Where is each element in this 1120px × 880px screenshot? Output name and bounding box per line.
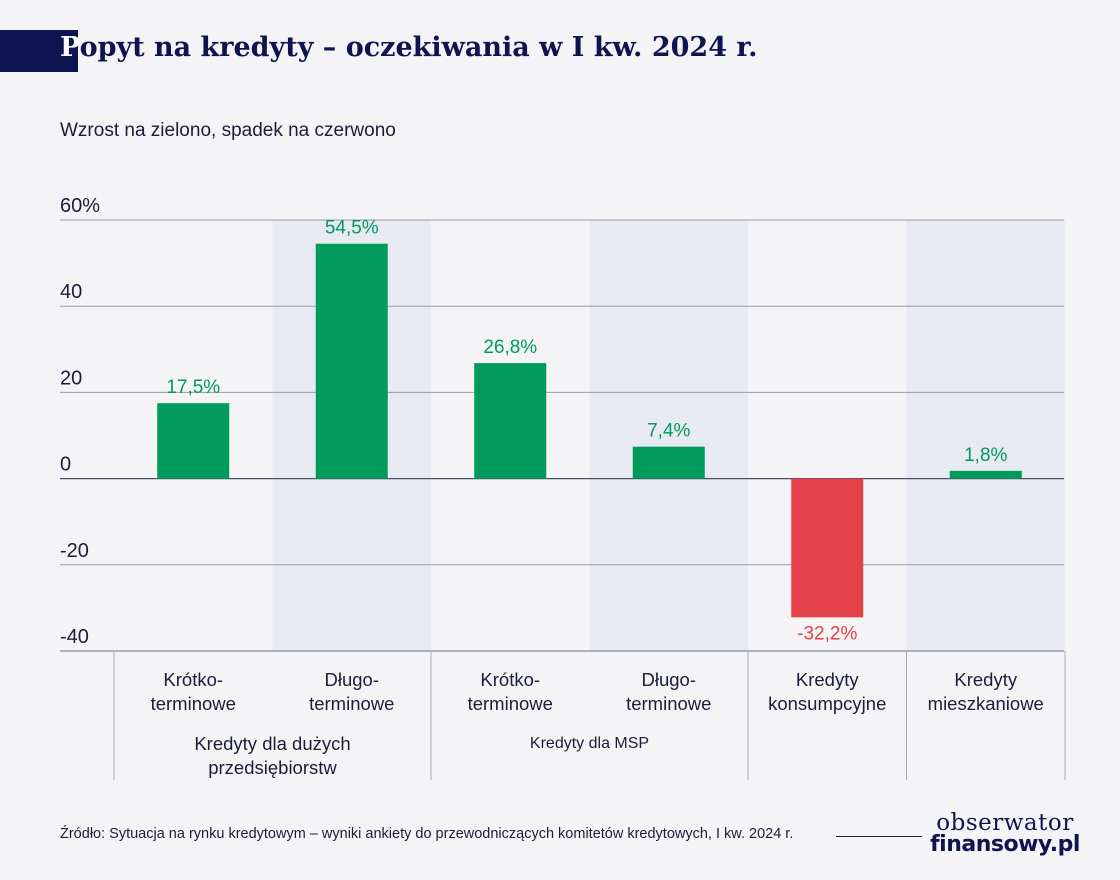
column-shade xyxy=(589,220,748,651)
y-tick-label: -20 xyxy=(60,540,89,562)
x-tick-label: konsumpcyjne xyxy=(768,693,886,714)
group-label: Kredyty dla MSP xyxy=(530,735,649,752)
data-label: 54,5% xyxy=(325,218,379,239)
bar xyxy=(949,470,1022,479)
group-label: Kredyty dla dużych xyxy=(194,733,350,754)
bar xyxy=(791,478,864,618)
data-label: 17,5% xyxy=(166,377,220,398)
y-tick-label: -40 xyxy=(60,626,89,648)
logo-line2: finansowy.pl xyxy=(930,832,1080,857)
bar xyxy=(474,363,547,479)
bar-chart: 60% 40 20 0 -20 -40 17,5% 54,5% 26,8% 7,4% -32,2%… xyxy=(60,195,1066,780)
x-tick-label: Krótko- xyxy=(163,669,223,690)
data-label: 7,4% xyxy=(647,421,690,442)
x-tick-label: Kredyty xyxy=(954,669,1017,690)
x-tick-label: Krótko- xyxy=(480,669,540,690)
group-label: przedsiębiorstw xyxy=(208,757,337,778)
x-tick-label: terminowe xyxy=(468,693,553,714)
x-tick-label: Długo- xyxy=(325,669,380,690)
x-tick-label: mieszkaniowe xyxy=(928,693,1044,714)
bar xyxy=(157,403,230,479)
y-tick-label: 60% xyxy=(60,195,100,217)
x-tick-label: Kredyty xyxy=(796,669,859,690)
source-divider xyxy=(836,836,922,837)
title-accent-bar xyxy=(0,30,78,72)
bar xyxy=(632,446,705,479)
y-tick-label: 20 xyxy=(60,367,82,389)
chart-subtitle: Wzrost na zielono, spadek na czerwono xyxy=(60,120,396,141)
x-tick-label: terminowe xyxy=(309,693,394,714)
data-label: -32,2% xyxy=(797,623,857,644)
logo-line1: obserwator xyxy=(936,810,1074,836)
data-label: 26,8% xyxy=(483,337,537,358)
title-text: opyt na kredyty – oczekiwania w I kw. 20… xyxy=(79,32,758,63)
x-tick-label: Długo- xyxy=(642,669,697,690)
data-label: 1,8% xyxy=(964,445,1007,466)
source-note: Źródło: Sytuacja na rynku kredytowym – w… xyxy=(60,826,794,842)
x-tick-label: terminowe xyxy=(151,693,236,714)
x-tick-label: terminowe xyxy=(626,693,711,714)
column-shade xyxy=(906,220,1065,651)
brand-logo: obserwator finansowy.pl xyxy=(930,812,1080,856)
page-title: Popyt na kredyty – oczekiwania w I kw. 2… xyxy=(60,32,758,63)
y-tick-label: 0 xyxy=(60,454,71,476)
bar xyxy=(315,243,388,479)
title-first-letter: P xyxy=(60,32,80,63)
y-tick-label: 40 xyxy=(60,281,82,303)
